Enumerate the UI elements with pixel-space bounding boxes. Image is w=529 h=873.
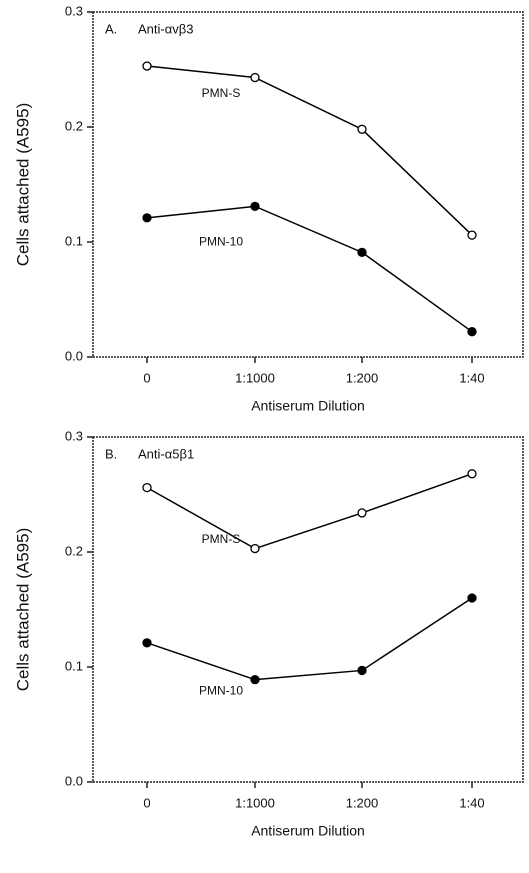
y-tick-label: 0.0 bbox=[65, 348, 83, 363]
x-tick-label: 1:200 bbox=[346, 370, 379, 385]
panel-title: Anti-αvβ3 bbox=[138, 21, 193, 36]
data-point bbox=[467, 469, 477, 479]
series-label: PMN-S bbox=[202, 532, 241, 546]
x-tick-label: 1:1000 bbox=[235, 370, 275, 385]
data-point bbox=[142, 61, 152, 71]
x-tick-label: 0 bbox=[143, 370, 150, 385]
data-point bbox=[142, 638, 152, 648]
data-point bbox=[467, 327, 477, 337]
x-tick-label: 1:1000 bbox=[235, 795, 275, 810]
y-axis-label: Cells attached (A595) bbox=[13, 528, 32, 691]
x-axis-label: Antiserum Dilution bbox=[251, 823, 365, 839]
y-tick-label: 0.2 bbox=[65, 543, 83, 558]
y-tick-label: 0.1 bbox=[65, 233, 83, 248]
data-point bbox=[467, 593, 477, 603]
data-point bbox=[250, 543, 260, 554]
data-point bbox=[357, 247, 367, 258]
y-axis-label: Cells attached (A595) bbox=[13, 103, 32, 266]
y-tick-label: 0.1 bbox=[65, 658, 83, 673]
x-axis-label: Antiserum Dilution bbox=[251, 398, 365, 414]
data-point bbox=[357, 508, 367, 518]
series-line bbox=[146, 473, 473, 550]
series-line bbox=[146, 597, 473, 681]
series-line bbox=[146, 65, 473, 236]
plot-frame bbox=[92, 11, 524, 358]
series-label: PMN-10 bbox=[199, 234, 243, 248]
x-tick-label: 1:200 bbox=[346, 795, 379, 810]
data-point bbox=[467, 230, 477, 240]
panel-title: Anti-α5β1 bbox=[138, 446, 194, 461]
x-tick-label: 0 bbox=[143, 795, 150, 810]
data-point bbox=[250, 201, 260, 212]
data-point bbox=[142, 482, 152, 493]
y-tick-label: 0.0 bbox=[65, 773, 83, 788]
data-point bbox=[250, 675, 260, 685]
series-label: PMN-10 bbox=[199, 683, 243, 697]
data-point bbox=[142, 213, 152, 223]
panel-label: A. bbox=[105, 21, 117, 36]
y-tick-label: 0.3 bbox=[65, 428, 83, 443]
series-label: PMN-S bbox=[202, 86, 241, 100]
x-tick-label: 1:40 bbox=[459, 370, 484, 385]
x-tick-label: 1:40 bbox=[459, 795, 484, 810]
y-tick-label: 0.3 bbox=[65, 3, 83, 18]
panel-label: B. bbox=[105, 446, 117, 461]
data-point bbox=[357, 124, 367, 134]
series-line bbox=[146, 205, 473, 333]
data-point bbox=[357, 665, 367, 676]
data-point bbox=[250, 72, 260, 83]
y-tick-label: 0.2 bbox=[65, 118, 83, 133]
plot-frame bbox=[92, 436, 524, 783]
